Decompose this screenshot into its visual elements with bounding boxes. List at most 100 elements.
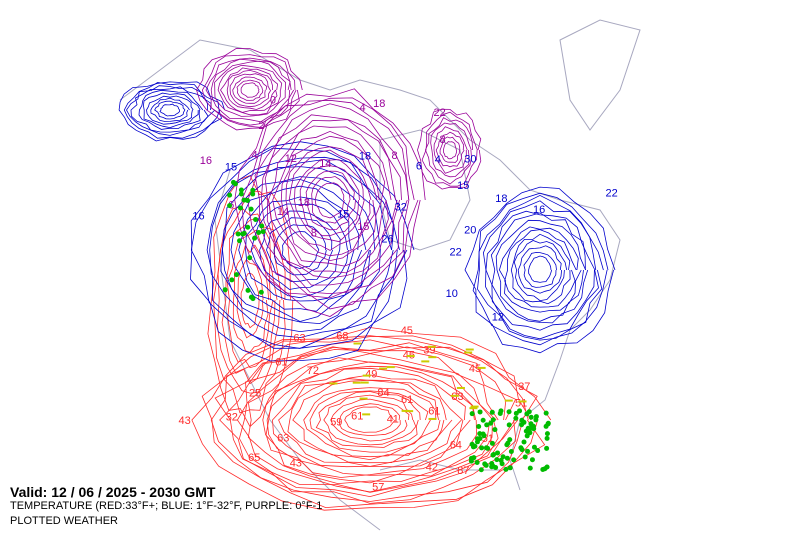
temperature-contour-very-cold	[240, 82, 260, 98]
temperature-contour-cold	[130, 86, 209, 133]
temperature-contour-very-cold	[417, 108, 482, 190]
temperature-contour-warm	[214, 339, 529, 504]
temperature-contour-very-cold	[421, 111, 478, 187]
rain-symbol	[503, 466, 509, 472]
temperature-contour-cold	[528, 255, 553, 283]
temperature-label-warm: 43	[179, 415, 191, 427]
rain-symbol	[472, 443, 478, 449]
fog-symbol	[421, 360, 430, 363]
rain-symbol	[506, 422, 512, 428]
rain-symbol	[488, 420, 494, 426]
rain-symbol	[535, 448, 541, 454]
temperature-label-cold: 22	[606, 188, 618, 200]
rain-symbol	[241, 197, 247, 203]
temperature-label-cold: 16	[533, 204, 545, 216]
rain-symbol	[506, 409, 512, 415]
temperature-label-cold: 6	[416, 161, 422, 173]
fog-symbol	[352, 381, 361, 384]
temperature-contour-very-cold	[442, 141, 457, 160]
rain-symbol	[527, 430, 533, 436]
fog-symbol	[353, 342, 362, 345]
rain-symbol	[250, 191, 256, 197]
temperature-label-cold: 15	[225, 161, 237, 173]
temperature-contour-very-cold	[314, 182, 345, 219]
rain-symbol	[490, 417, 496, 423]
rain-symbol	[542, 466, 548, 472]
temperature-contour-cold	[472, 192, 609, 346]
temperature-contour-cold	[464, 186, 616, 354]
rain-symbol	[481, 433, 487, 439]
fog-symbol	[469, 407, 478, 410]
temperature-contour-warm	[247, 353, 497, 485]
temperature-contour-warm	[323, 394, 417, 446]
coastline	[379, 129, 471, 251]
fog-symbol	[359, 397, 368, 400]
temperature-label-very-cold: 0	[270, 95, 276, 107]
temperature-contour-very-cold	[272, 130, 387, 267]
temperature-label-warm: 32	[226, 412, 238, 424]
rain-symbol	[489, 409, 495, 415]
rain-symbol	[484, 422, 490, 428]
rain-symbol	[245, 287, 251, 293]
rain-symbol	[491, 451, 497, 457]
rain-symbol	[259, 223, 265, 229]
rain-symbol	[525, 425, 531, 431]
temperature-contour-cold	[477, 194, 604, 341]
temperature-contour-very-cold	[435, 131, 465, 168]
rain-symbol	[238, 187, 244, 193]
temperature-contour-cold	[510, 233, 571, 305]
fog-symbol	[360, 381, 369, 384]
rain-symbol	[544, 445, 550, 451]
temperature-label-cold: 20	[464, 225, 476, 237]
fog-symbol	[329, 382, 338, 385]
temperature-contour-very-cold	[232, 76, 268, 104]
temperature-label-very-cold: 14	[319, 158, 331, 170]
temperature-label-warm: 43	[290, 457, 302, 469]
temperature-contour-very-cold	[433, 126, 468, 174]
rain-symbol	[485, 445, 491, 451]
temperature-label-cold: 15	[337, 208, 349, 220]
temperature-contour-very-cold	[220, 67, 279, 113]
rain-symbol	[513, 410, 519, 416]
temperature-label-warm: 61	[275, 357, 287, 369]
rain-symbol	[227, 203, 233, 209]
rain-symbol	[508, 449, 514, 455]
temperature-label-very-cold: 4	[252, 150, 258, 162]
temperature-contour-cold	[504, 229, 577, 308]
temperature-contour-warm	[292, 379, 445, 461]
temperature-contour-very-cold	[234, 88, 426, 317]
temperature-label-warm: 83	[451, 391, 463, 403]
temperature-label-cold: 4	[435, 154, 441, 166]
temperature-contour-cold	[138, 89, 204, 130]
temperature-label-warm: 42	[426, 462, 438, 474]
rain-symbol	[252, 235, 258, 241]
temperature-contour-warm	[219, 342, 519, 498]
temperature-contour-cold	[245, 196, 355, 302]
temperature-label-cold: 15	[457, 180, 469, 192]
temperature-label-warm: 64	[450, 440, 462, 452]
rain-symbol	[489, 440, 495, 446]
rain-symbol	[531, 426, 537, 432]
temperature-contour-very-cold	[311, 176, 351, 224]
temperature-contour-very-cold	[210, 58, 291, 123]
temperature-label-very-cold: 8	[311, 228, 317, 240]
temperature-label-very-cold: 4	[360, 102, 366, 114]
temperature-label-warm: 61	[428, 406, 440, 418]
rain-symbol	[498, 457, 504, 463]
temperature-contour-very-cold	[214, 60, 287, 117]
fog-symbol	[465, 348, 474, 351]
temperature-contour-warm	[191, 327, 552, 511]
rain-symbol	[519, 417, 525, 423]
temperature-label-warm: 63	[277, 432, 289, 444]
rain-symbol	[258, 289, 264, 295]
fog-symbol	[456, 386, 465, 389]
temperature-label-warm: 59	[330, 416, 342, 428]
temperature-contour-cold	[118, 81, 225, 142]
rain-symbol	[504, 442, 510, 448]
temperature-contour-warm	[216, 207, 283, 394]
rain-symbol	[479, 445, 485, 451]
rain-symbol	[528, 414, 534, 420]
temperature-contour-cold	[250, 203, 349, 299]
fog-symbol	[464, 351, 473, 354]
temperature-contour-cold	[230, 178, 370, 322]
